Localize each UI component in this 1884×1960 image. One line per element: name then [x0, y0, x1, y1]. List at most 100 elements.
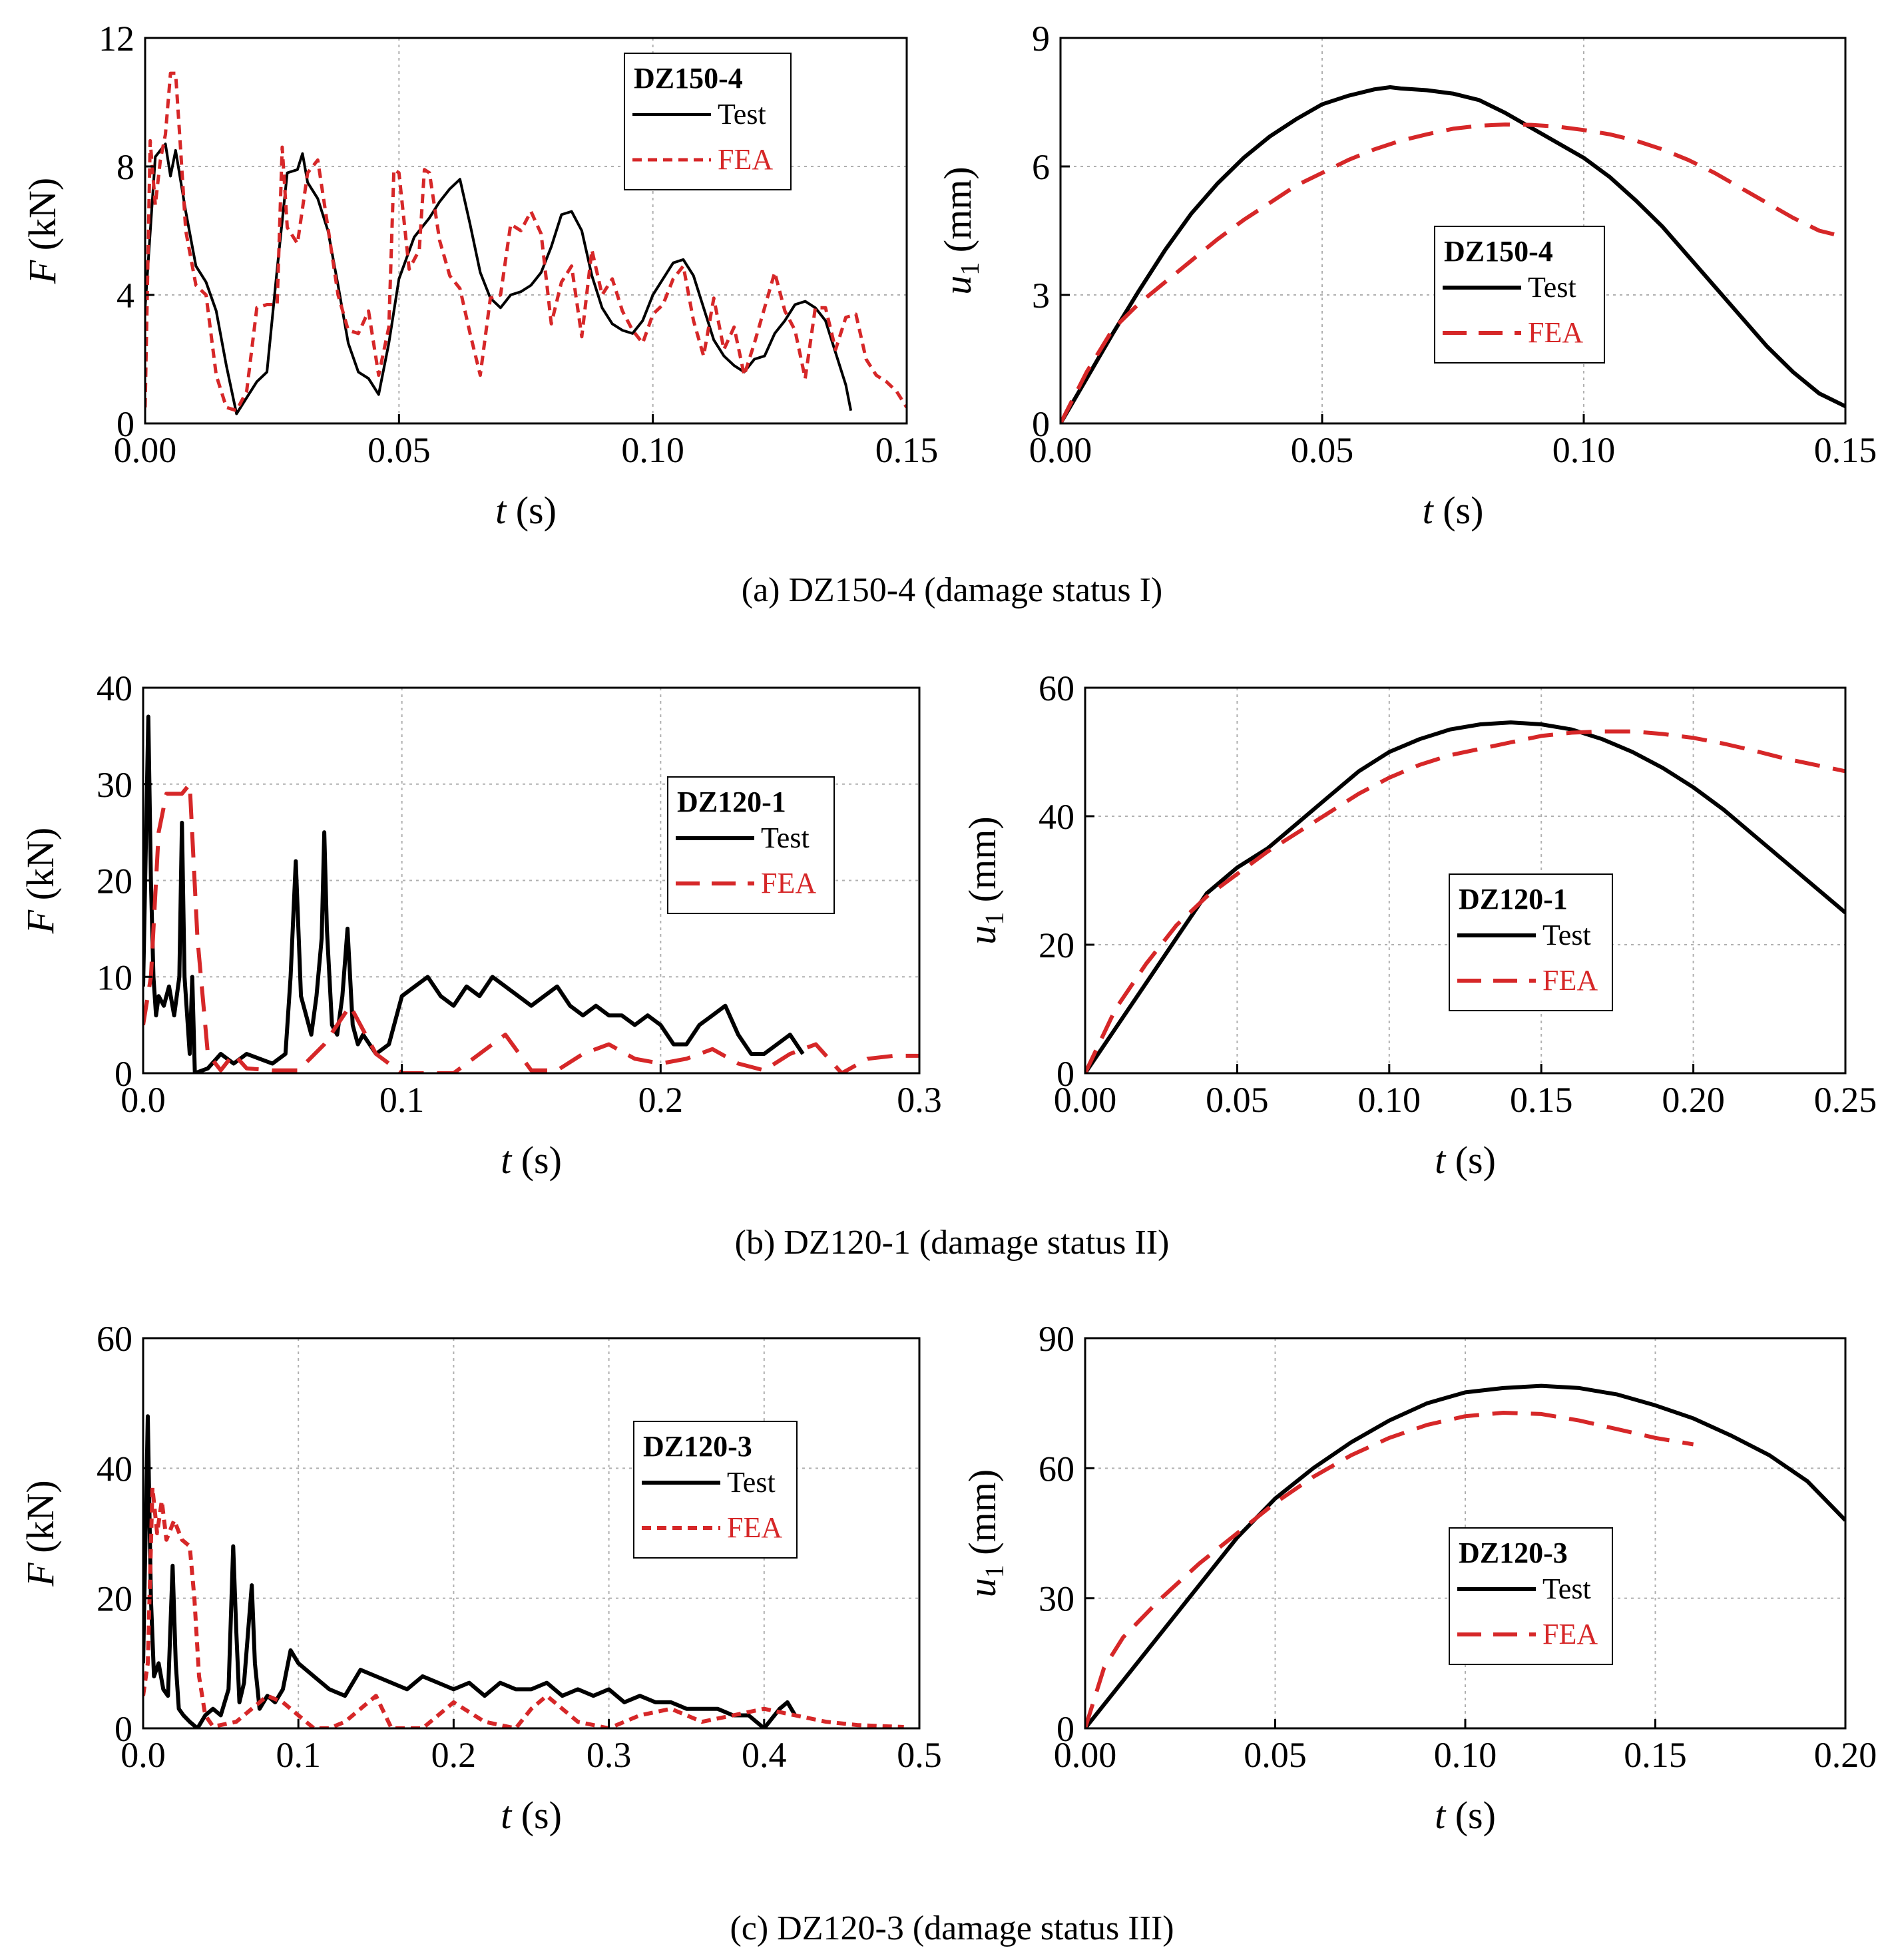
x-tick-label: 0.05	[1206, 1080, 1269, 1120]
y-tick-label: 10	[97, 957, 132, 997]
y-tick-label: 20	[97, 1579, 132, 1619]
y-tick-label: 40	[1039, 797, 1074, 837]
x-axis-var: t	[501, 1138, 513, 1182]
chart-6: 0.00 0.05 0.10 0.15 0.20 0 30 60 90 t (s) u1 (mm) D…	[961, 1319, 1877, 1837]
y-tick-label: 9	[1032, 19, 1050, 59]
legend-label-test: Test	[1542, 919, 1591, 951]
x-axis-var: t	[495, 489, 507, 532]
y-axis-var: u	[961, 1578, 1004, 1597]
x-axis-unit: (s)	[511, 1138, 562, 1182]
x-tick-label: 0.15	[1510, 1080, 1573, 1120]
y-axis-var: F	[19, 909, 62, 934]
y-axis-unit: (mm)	[961, 816, 1004, 911]
series-line-fea	[1060, 122, 1845, 423]
legend-label-fea: FEA	[761, 867, 816, 899]
legend-title: DZ120-1	[677, 786, 786, 818]
x-tick-label: 0.1	[276, 1735, 321, 1775]
y-tick-label: 90	[1039, 1319, 1074, 1359]
legend-label-test: Test	[761, 822, 810, 854]
y-tick-label: 40	[97, 668, 132, 708]
x-axis-title: t (s)	[1423, 489, 1484, 532]
legend-title: DZ150-4	[634, 62, 743, 95]
legend-label-fea: FEA	[727, 1511, 782, 1544]
legend-label-test: Test	[727, 1466, 776, 1499]
series-line-test	[145, 142, 853, 415]
x-tick-label: 0.00	[1054, 1080, 1117, 1120]
legend-box	[633, 1421, 798, 1559]
chart-2: 0.00 0.05 0.10 0.15 0 3 6 9 t (s) u1 (mm) DZ150-4T…	[936, 19, 1877, 532]
y-axis-var: F	[19, 1563, 62, 1587]
y-axis-var: F	[21, 260, 64, 284]
y-axis-title: u1 (mm)	[961, 1469, 1009, 1597]
x-tick-label: 0.2	[638, 1080, 684, 1120]
x-axis-var: t	[501, 1794, 513, 1837]
x-tick-label: 0.10	[1552, 430, 1616, 470]
series-line-fea	[143, 782, 919, 1073]
y-tick-label: 30	[1039, 1579, 1074, 1619]
y-axis-title: F (kN)	[21, 178, 64, 284]
x-tick-label: 0.10	[1434, 1735, 1497, 1775]
series-line-test	[1085, 720, 1845, 1073]
legend-box	[1434, 226, 1605, 364]
x-tick-label: 0.00	[1054, 1735, 1117, 1775]
y-axis-unit: (kN)	[21, 178, 64, 260]
x-tick-label: 0.05	[1244, 1735, 1307, 1775]
x-axis-title: t (s)	[1435, 1794, 1496, 1837]
caption-c: (c) DZ120-3 (damage status III)	[730, 1909, 1174, 1947]
y-axis-subscript: 1	[979, 912, 1009, 925]
y-axis-subscript: 1	[979, 1565, 1009, 1578]
legend-box	[667, 776, 835, 914]
x-axis-unit: (s)	[1445, 1794, 1496, 1837]
y-axis-title: u1 (mm)	[961, 816, 1009, 944]
x-tick-label: 0.05	[1291, 430, 1354, 470]
x-tick-label: 0.15	[875, 430, 939, 470]
legend-title: DZ150-4	[1444, 235, 1553, 268]
y-tick-label: 20	[1039, 925, 1074, 965]
y-tick-label: 8	[117, 147, 134, 187]
x-axis-title: t (s)	[501, 1794, 562, 1837]
legend-box	[1449, 1527, 1613, 1665]
x-tick-label: 0.15	[1814, 430, 1877, 470]
y-tick-label: 0	[115, 1054, 132, 1094]
chart-3: 0.0 0.1 0.2 0.3 0 10 20 30 40 t (s) F (kN) DZ120-1 T…	[19, 668, 942, 1182]
x-tick-label: 0.2	[431, 1735, 477, 1775]
chart-4: 0.00 0.05 0.10 0.15 0.20 0.25 0 20 40 60 t (s) u1 (…	[961, 668, 1877, 1182]
x-axis-title: t (s)	[501, 1138, 562, 1182]
legend-label-fea: FEA	[718, 143, 773, 176]
y-tick-label: 4	[117, 276, 134, 316]
y-tick-label: 0	[1057, 1054, 1074, 1094]
x-tick-label: 0.00	[114, 430, 177, 470]
x-tick-label: 0.3	[897, 1080, 942, 1120]
x-tick-label: 0.10	[621, 430, 684, 470]
y-tick-label: 30	[97, 765, 132, 805]
x-tick-label: 0.0	[120, 1080, 166, 1120]
x-axis-title: t (s)	[495, 489, 557, 532]
y-axis-subscript: 1	[955, 262, 985, 276]
y-axis-title: F (kN)	[19, 1480, 62, 1587]
legend-label-test: Test	[718, 98, 766, 130]
x-tick-label: 0.00	[1029, 430, 1092, 470]
series-line-test	[1085, 1383, 1845, 1728]
x-axis-unit: (s)	[511, 1794, 562, 1837]
series-line-fea	[1085, 1411, 1694, 1728]
x-tick-label: 0.20	[1662, 1080, 1725, 1120]
caption-a: (a) DZ150-4 (damage status I)	[742, 571, 1162, 609]
x-tick-label: 0.05	[367, 430, 431, 470]
series-line-test	[143, 714, 805, 1073]
y-axis-title: u1 (mm)	[936, 166, 985, 294]
series-line-fea	[1085, 729, 1845, 1073]
x-tick-label: 0.25	[1814, 1080, 1877, 1120]
plot-frame	[1059, 37, 1847, 425]
x-tick-label: 0.0	[120, 1735, 166, 1775]
y-tick-label: 60	[1039, 1449, 1074, 1489]
y-axis-unit: (mm)	[961, 1469, 1004, 1565]
legend-label-fea: FEA	[1542, 1618, 1598, 1650]
y-axis-var: u	[936, 276, 979, 295]
y-tick-label: 20	[97, 861, 132, 901]
series-line-fea	[145, 71, 907, 413]
caption-b: (b) DZ120-1 (damage status II)	[735, 1224, 1170, 1262]
